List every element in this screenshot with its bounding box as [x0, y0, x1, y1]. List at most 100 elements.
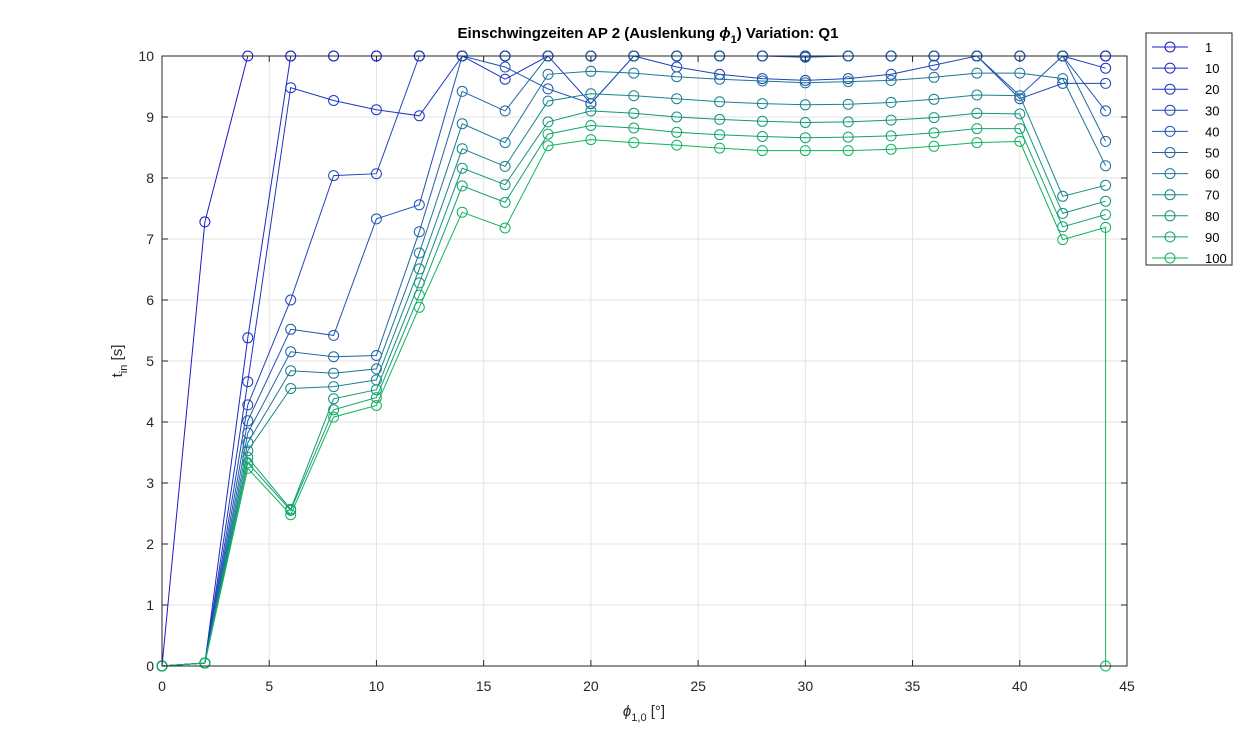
data-point	[370, 392, 382, 404]
data-point	[756, 115, 768, 127]
legend-item: 30	[1152, 103, 1219, 118]
chart-title: Einschwingzeiten AP 2 (Auslenkung ϕ1) Va…	[458, 25, 839, 46]
data-point	[885, 114, 897, 126]
ylabel-subscript: in	[118, 365, 130, 374]
legend-items: 1 10 20 30 40 50 60 70 80 90 100	[1152, 40, 1227, 266]
legend-label: 80	[1205, 209, 1219, 224]
data-point	[971, 67, 983, 79]
data-point	[799, 74, 811, 86]
data-point	[328, 404, 340, 416]
data-point	[799, 99, 811, 111]
data-point	[671, 111, 683, 123]
data-point	[542, 83, 554, 95]
data-point	[370, 384, 382, 396]
x-tick-label: 45	[1119, 678, 1135, 694]
data-point	[285, 82, 297, 94]
data-point	[799, 145, 811, 157]
y-tick-label: 10	[138, 48, 154, 64]
series-line	[161, 139, 1107, 667]
data-point	[842, 116, 854, 128]
data-point	[1057, 190, 1069, 202]
data-point	[714, 142, 726, 154]
data-point	[928, 112, 940, 124]
legend-marker	[1164, 210, 1176, 222]
data-point	[328, 411, 340, 423]
data-point	[413, 110, 425, 122]
data-point	[285, 365, 297, 377]
data-point	[585, 120, 597, 131]
legend-marker	[1164, 252, 1176, 264]
legend-marker	[1164, 189, 1176, 201]
data-point	[628, 90, 640, 102]
title-subscript: 1	[731, 34, 737, 46]
y-tick-label: 9	[146, 109, 154, 125]
data-point	[799, 117, 811, 128]
data-point	[285, 323, 297, 335]
data-point	[413, 301, 425, 313]
y-tick-label: 0	[146, 658, 154, 674]
data-point	[499, 137, 511, 149]
data-point	[1014, 123, 1026, 135]
series-90	[156, 120, 1112, 672]
data-point	[242, 462, 254, 474]
data-point	[499, 73, 511, 85]
legend-item: 10	[1152, 61, 1219, 76]
data-point	[842, 98, 854, 110]
title-suffix: ) Variation: Q1	[737, 25, 839, 42]
data-point	[413, 199, 425, 211]
data-point	[242, 415, 254, 427]
data-point	[885, 130, 897, 142]
data-point	[499, 61, 511, 73]
data-point	[799, 77, 811, 89]
data-point	[542, 140, 554, 152]
data-point	[370, 104, 382, 116]
data-point	[1057, 221, 1069, 233]
data-point	[628, 137, 640, 149]
data-point	[328, 329, 340, 341]
data-point	[456, 180, 468, 192]
data-point	[585, 105, 597, 117]
data-point	[370, 168, 382, 180]
data-point	[928, 71, 940, 83]
series-100	[156, 134, 1112, 672]
legend-box	[1145, 32, 1233, 266]
data-point	[756, 131, 768, 142]
legend-item: 20	[1152, 82, 1219, 97]
data-point	[285, 509, 297, 521]
ylabel-main: t	[109, 372, 126, 377]
y-tick-label: 2	[146, 536, 154, 552]
data-point	[842, 145, 854, 157]
data-point	[456, 118, 468, 130]
data-point	[756, 145, 768, 157]
legend-marker	[1164, 83, 1176, 95]
data-point	[499, 196, 511, 208]
data-point	[971, 89, 983, 101]
legend-marker	[1164, 147, 1176, 158]
data-point	[499, 105, 511, 117]
series-line	[161, 93, 1106, 667]
data-point	[456, 162, 468, 174]
data-point	[671, 126, 683, 138]
data-point	[885, 143, 897, 155]
data-point	[328, 170, 340, 182]
data-point	[1057, 234, 1069, 246]
data-point	[1100, 209, 1112, 221]
data-point	[1100, 195, 1112, 207]
legend-marker	[1164, 231, 1176, 243]
legend-label: 60	[1205, 167, 1219, 182]
data-point	[1100, 221, 1112, 233]
data-point	[456, 206, 468, 218]
legend-marker	[1164, 104, 1176, 116]
x-tick-label: 35	[905, 678, 921, 694]
data-point	[756, 75, 768, 87]
y-tick-label: 1	[146, 597, 154, 613]
data-point	[756, 73, 768, 85]
x-tick-label: 20	[583, 678, 599, 694]
legend-item: 90	[1152, 230, 1219, 245]
data-point	[1100, 135, 1112, 147]
data-point	[885, 96, 897, 108]
x-tick-label: 0	[158, 678, 166, 694]
data-point	[1100, 105, 1112, 117]
